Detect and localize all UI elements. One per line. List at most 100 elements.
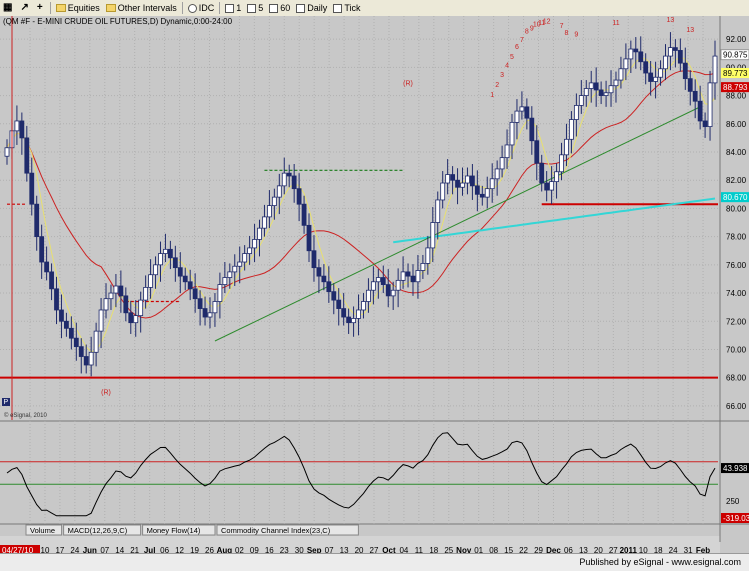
toolbar-item-label: Daily bbox=[307, 3, 328, 13]
candle-body bbox=[34, 203, 40, 238]
candle-body bbox=[702, 120, 708, 128]
candle-body bbox=[331, 291, 337, 301]
candle-body bbox=[479, 193, 485, 198]
start-date-badge bbox=[0, 545, 40, 553]
footer: Published by eSignal - www.esignal.com bbox=[0, 553, 749, 571]
candle-body bbox=[489, 178, 495, 190]
chart-area[interactable]: May101724Jun071421Jul06121926Aug02091623… bbox=[0, 16, 749, 553]
candle-body bbox=[593, 82, 599, 91]
candle-body bbox=[83, 356, 89, 366]
indicator-tab[interactable]: Money Flow(14) bbox=[142, 524, 216, 536]
date-label: 15 bbox=[504, 546, 513, 553]
publisher-credit: Published by eSignal - www.esignal.com bbox=[579, 557, 741, 567]
price-tick-label: 72.00 bbox=[726, 317, 747, 326]
price-tick-label: 80.00 bbox=[726, 204, 747, 213]
candle-body bbox=[222, 277, 228, 285]
toolbar-item-tick[interactable]: Tick bbox=[330, 0, 363, 16]
candle-body bbox=[395, 279, 401, 291]
candle-body bbox=[430, 222, 436, 249]
candle-body bbox=[663, 55, 668, 70]
candle-body bbox=[44, 261, 50, 273]
candle-body bbox=[212, 301, 218, 314]
candle-body bbox=[648, 72, 654, 82]
candle-body bbox=[623, 58, 629, 70]
candle-body bbox=[296, 188, 302, 205]
candle-body bbox=[569, 119, 574, 140]
toolbar-item-label: Equities bbox=[67, 3, 100, 13]
swing-label: (R) bbox=[403, 81, 413, 88]
candle-body bbox=[415, 270, 421, 283]
toolbar-item-label: IDC bbox=[198, 3, 215, 13]
swing-label: 8 bbox=[565, 30, 569, 37]
price-badge-label: 80.670 bbox=[723, 193, 748, 202]
date-label: 10 bbox=[639, 546, 648, 553]
candle-body bbox=[529, 117, 535, 142]
toolbar-item-60[interactable]: 60 bbox=[266, 0, 293, 16]
candle-body bbox=[618, 68, 624, 81]
candle-body bbox=[613, 79, 619, 87]
candle-body bbox=[232, 265, 238, 273]
candle-body bbox=[608, 85, 614, 94]
toolbar-item-chart-icon[interactable]: ▦ bbox=[0, 0, 17, 16]
toolbar-item--[interactable]: + bbox=[34, 0, 48, 16]
candle-body bbox=[400, 271, 406, 281]
candle-body bbox=[603, 92, 609, 96]
candle-body bbox=[64, 320, 69, 329]
candle-body bbox=[638, 51, 644, 63]
candle-body bbox=[301, 203, 307, 226]
indicator-tab-label: Commodity Channel Index(23,C) bbox=[221, 526, 331, 535]
candle-body bbox=[167, 248, 173, 259]
date-label: 2011 bbox=[620, 546, 638, 553]
date-label: 10 bbox=[41, 546, 50, 553]
toolbar-item-1[interactable]: 1 bbox=[222, 0, 244, 16]
swing-label: 5 bbox=[510, 54, 514, 61]
indicator-tab[interactable]: MACD(12,26,9,C) bbox=[63, 524, 142, 536]
candle-body bbox=[24, 137, 30, 174]
candle-body bbox=[197, 298, 203, 309]
candle-body bbox=[484, 188, 490, 198]
grid-icon bbox=[296, 3, 306, 13]
indicator-tab-bg bbox=[63, 524, 142, 536]
swing-label: 4 bbox=[505, 62, 509, 69]
candle-body bbox=[366, 289, 371, 302]
toolbar-item-equities[interactable]: Equities bbox=[53, 0, 103, 16]
toolbar-item-daily[interactable]: Daily bbox=[293, 0, 330, 16]
indicator-tab[interactable]: Volume bbox=[25, 524, 63, 536]
candle-body bbox=[148, 274, 153, 288]
date-label: 30 bbox=[295, 546, 304, 553]
swing-label: 11 bbox=[612, 20, 619, 27]
candle-body bbox=[351, 318, 356, 324]
toolbar-item-idc[interactable]: IDC bbox=[185, 0, 218, 16]
date-label: 12 bbox=[175, 546, 184, 553]
cursor-icon: ↗ bbox=[20, 2, 29, 13]
toolbar-item-5[interactable]: 5 bbox=[244, 0, 266, 16]
toolbar-item-cursor-icon[interactable]: ↗ bbox=[17, 0, 33, 16]
candle-body bbox=[504, 144, 510, 159]
price-tick-label: 76.00 bbox=[726, 261, 747, 270]
date-label: 01 bbox=[474, 546, 483, 553]
toolbar-item-label: 1 bbox=[236, 3, 242, 13]
candle-body bbox=[440, 182, 446, 201]
date-label: 27 bbox=[370, 546, 379, 553]
toolbar: ▦ ↗ + Equities Other Intervals IDC 1 5 60 Daily Ti… bbox=[0, 0, 749, 17]
p-marker-label: P bbox=[4, 399, 9, 406]
date-label: 14 bbox=[115, 546, 124, 553]
candle-body bbox=[361, 301, 366, 311]
date-label: 20 bbox=[355, 546, 364, 553]
candle-body bbox=[68, 327, 74, 339]
candle-body bbox=[445, 174, 451, 184]
toolbar-item-label: 60 bbox=[280, 3, 291, 13]
date-label: 19 bbox=[190, 546, 199, 553]
indicator-tick-label: 250 bbox=[726, 497, 740, 506]
swing-label: 12 bbox=[543, 19, 551, 26]
date-label: Nov bbox=[456, 546, 472, 553]
moving-average-long bbox=[393, 197, 716, 244]
indicator-tab-bg bbox=[142, 524, 216, 536]
candle-body bbox=[598, 89, 604, 96]
candle-body bbox=[138, 299, 144, 317]
indicator-tab[interactable]: Commodity Channel Index(23,C) bbox=[216, 524, 359, 536]
candle-body bbox=[14, 120, 20, 132]
candle-body bbox=[257, 227, 262, 240]
toolbar-item-other-intervals[interactable]: Other Intervals bbox=[103, 0, 180, 16]
price-pane bbox=[0, 16, 749, 421]
